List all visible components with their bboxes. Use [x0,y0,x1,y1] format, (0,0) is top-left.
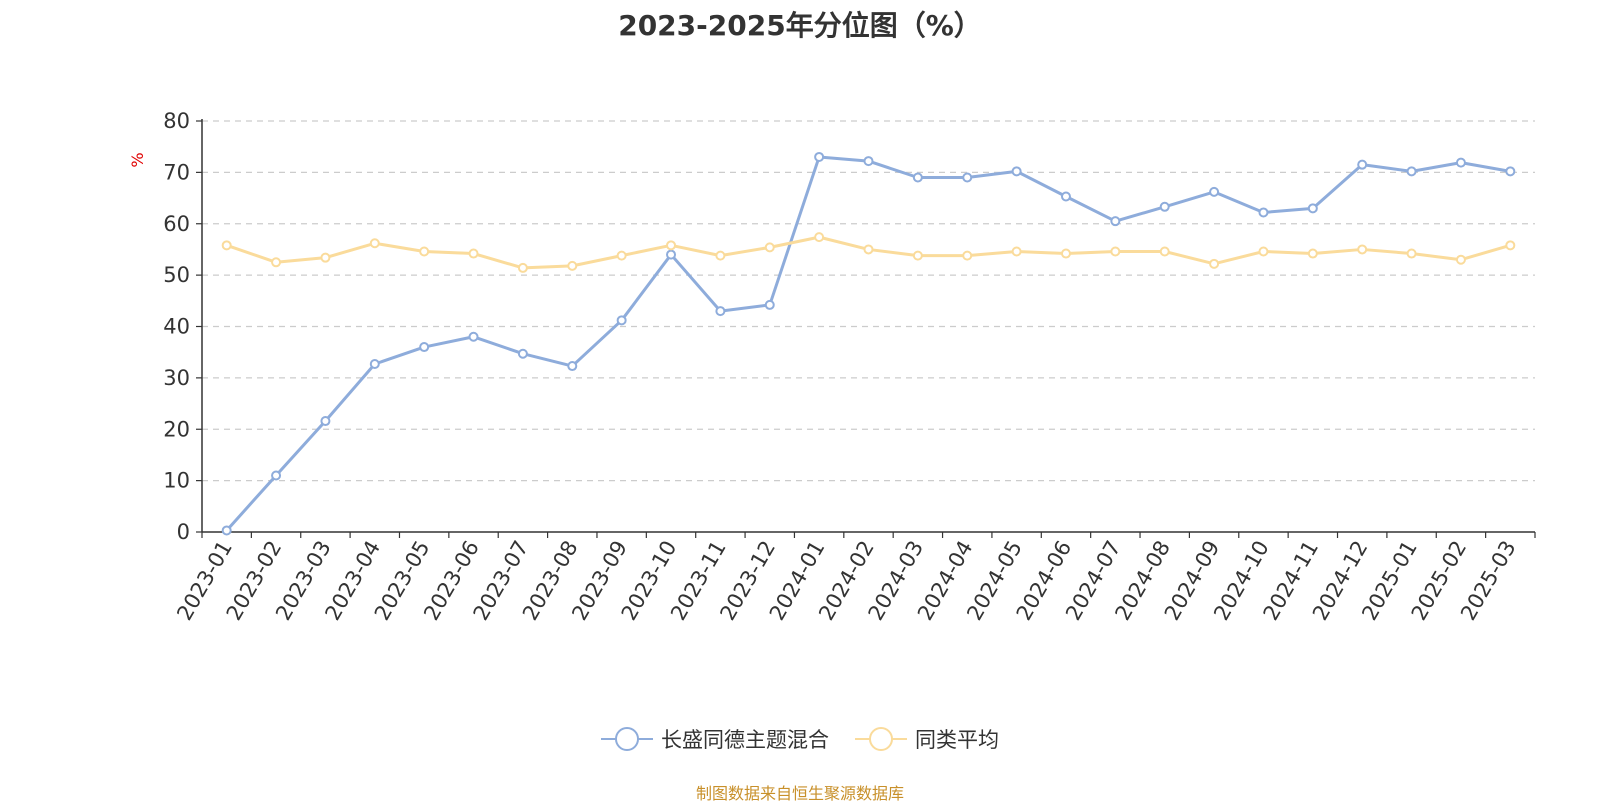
data-point-1[interactable] [616,250,627,261]
y-tick-label: 50 [163,263,190,287]
data-point-0[interactable] [1307,203,1318,214]
data-point-1[interactable] [468,248,479,259]
data-point-0[interactable] [1505,166,1516,177]
data-point-0[interactable] [863,156,874,167]
data-point-0[interactable] [221,525,232,536]
data-point-1[interactable] [1011,246,1022,257]
data-point-1[interactable] [715,250,726,261]
data-point-0[interactable] [715,306,726,317]
legend: 长盛同德主题混合 同类平均 [0,724,1600,754]
legend-item-series-1[interactable]: 同类平均 [855,724,999,754]
data-point-0[interactable] [1110,216,1121,227]
y-tick-label: 20 [163,417,190,441]
data-point-1[interactable] [1307,248,1318,259]
data-point-1[interactable] [1505,240,1516,251]
y-tick-label: 60 [163,212,190,236]
y-tick-label: 30 [163,366,190,390]
data-point-0[interactable] [517,348,528,359]
data-point-0[interactable] [1455,157,1466,168]
source-note: 制图数据来自恒生聚源数据库 [695,784,904,803]
series-line-0 [225,155,1511,532]
data-point-0[interactable] [1406,166,1417,177]
data-point-0[interactable] [1258,207,1269,218]
data-point-1[interactable] [1258,246,1269,257]
data-point-1[interactable] [962,250,973,261]
data-point-1[interactable] [320,252,331,263]
data-point-1[interactable] [1159,246,1170,257]
data-point-1[interactable] [912,250,923,261]
data-point-1[interactable] [271,257,282,268]
axes: 010203040506070802023-012023-022023-0320… [163,109,1536,624]
data-point-1[interactable] [1110,246,1121,257]
data-point-0[interactable] [419,342,430,353]
data-point-0[interactable] [616,315,627,326]
data-point-1[interactable] [1060,248,1071,259]
y-tick-label: 10 [163,469,190,493]
series [221,151,1516,536]
data-point-0[interactable] [764,299,775,310]
data-point-1[interactable] [1406,248,1417,259]
data-point-1[interactable] [863,244,874,255]
data-point-1[interactable] [221,240,232,251]
data-point-0[interactable] [1209,186,1220,197]
data-point-0[interactable] [1159,201,1170,212]
y-axis-label: % [128,152,147,167]
data-point-1[interactable] [419,246,430,257]
legend-swatch-1 [855,727,907,751]
data-point-0[interactable] [320,416,331,427]
data-point-0[interactable] [1060,191,1071,202]
legend-label-1: 同类平均 [915,728,999,752]
data-point-1[interactable] [1455,254,1466,265]
y-tick-label: 0 [177,520,190,544]
data-point-0[interactable] [271,470,282,481]
data-point-0[interactable] [912,172,923,183]
data-point-1[interactable] [517,262,528,273]
data-point-0[interactable] [567,361,578,372]
gridlines [202,120,1535,482]
data-point-1[interactable] [814,232,825,243]
data-point-1[interactable] [369,238,380,249]
y-tick-label: 40 [163,315,190,339]
data-point-1[interactable] [1209,258,1220,269]
data-point-0[interactable] [468,331,479,342]
data-point-0[interactable] [962,172,973,183]
data-point-1[interactable] [1357,244,1368,255]
legend-swatch-0 [601,727,653,751]
data-point-1[interactable] [666,240,677,251]
y-tick-label: 80 [163,109,190,133]
y-tick-label: 70 [163,160,190,184]
legend-item-series-0[interactable]: 长盛同德主题混合 [601,724,829,754]
legend-label-0: 长盛同德主题混合 [661,728,829,752]
data-point-1[interactable] [567,260,578,271]
chart-title: 2023-2025年分位图（%） [618,9,982,42]
data-point-0[interactable] [666,249,677,260]
data-point-0[interactable] [369,359,380,370]
data-point-1[interactable] [764,242,775,253]
data-point-0[interactable] [1011,166,1022,177]
data-point-0[interactable] [1357,159,1368,170]
data-point-0[interactable] [814,151,825,162]
